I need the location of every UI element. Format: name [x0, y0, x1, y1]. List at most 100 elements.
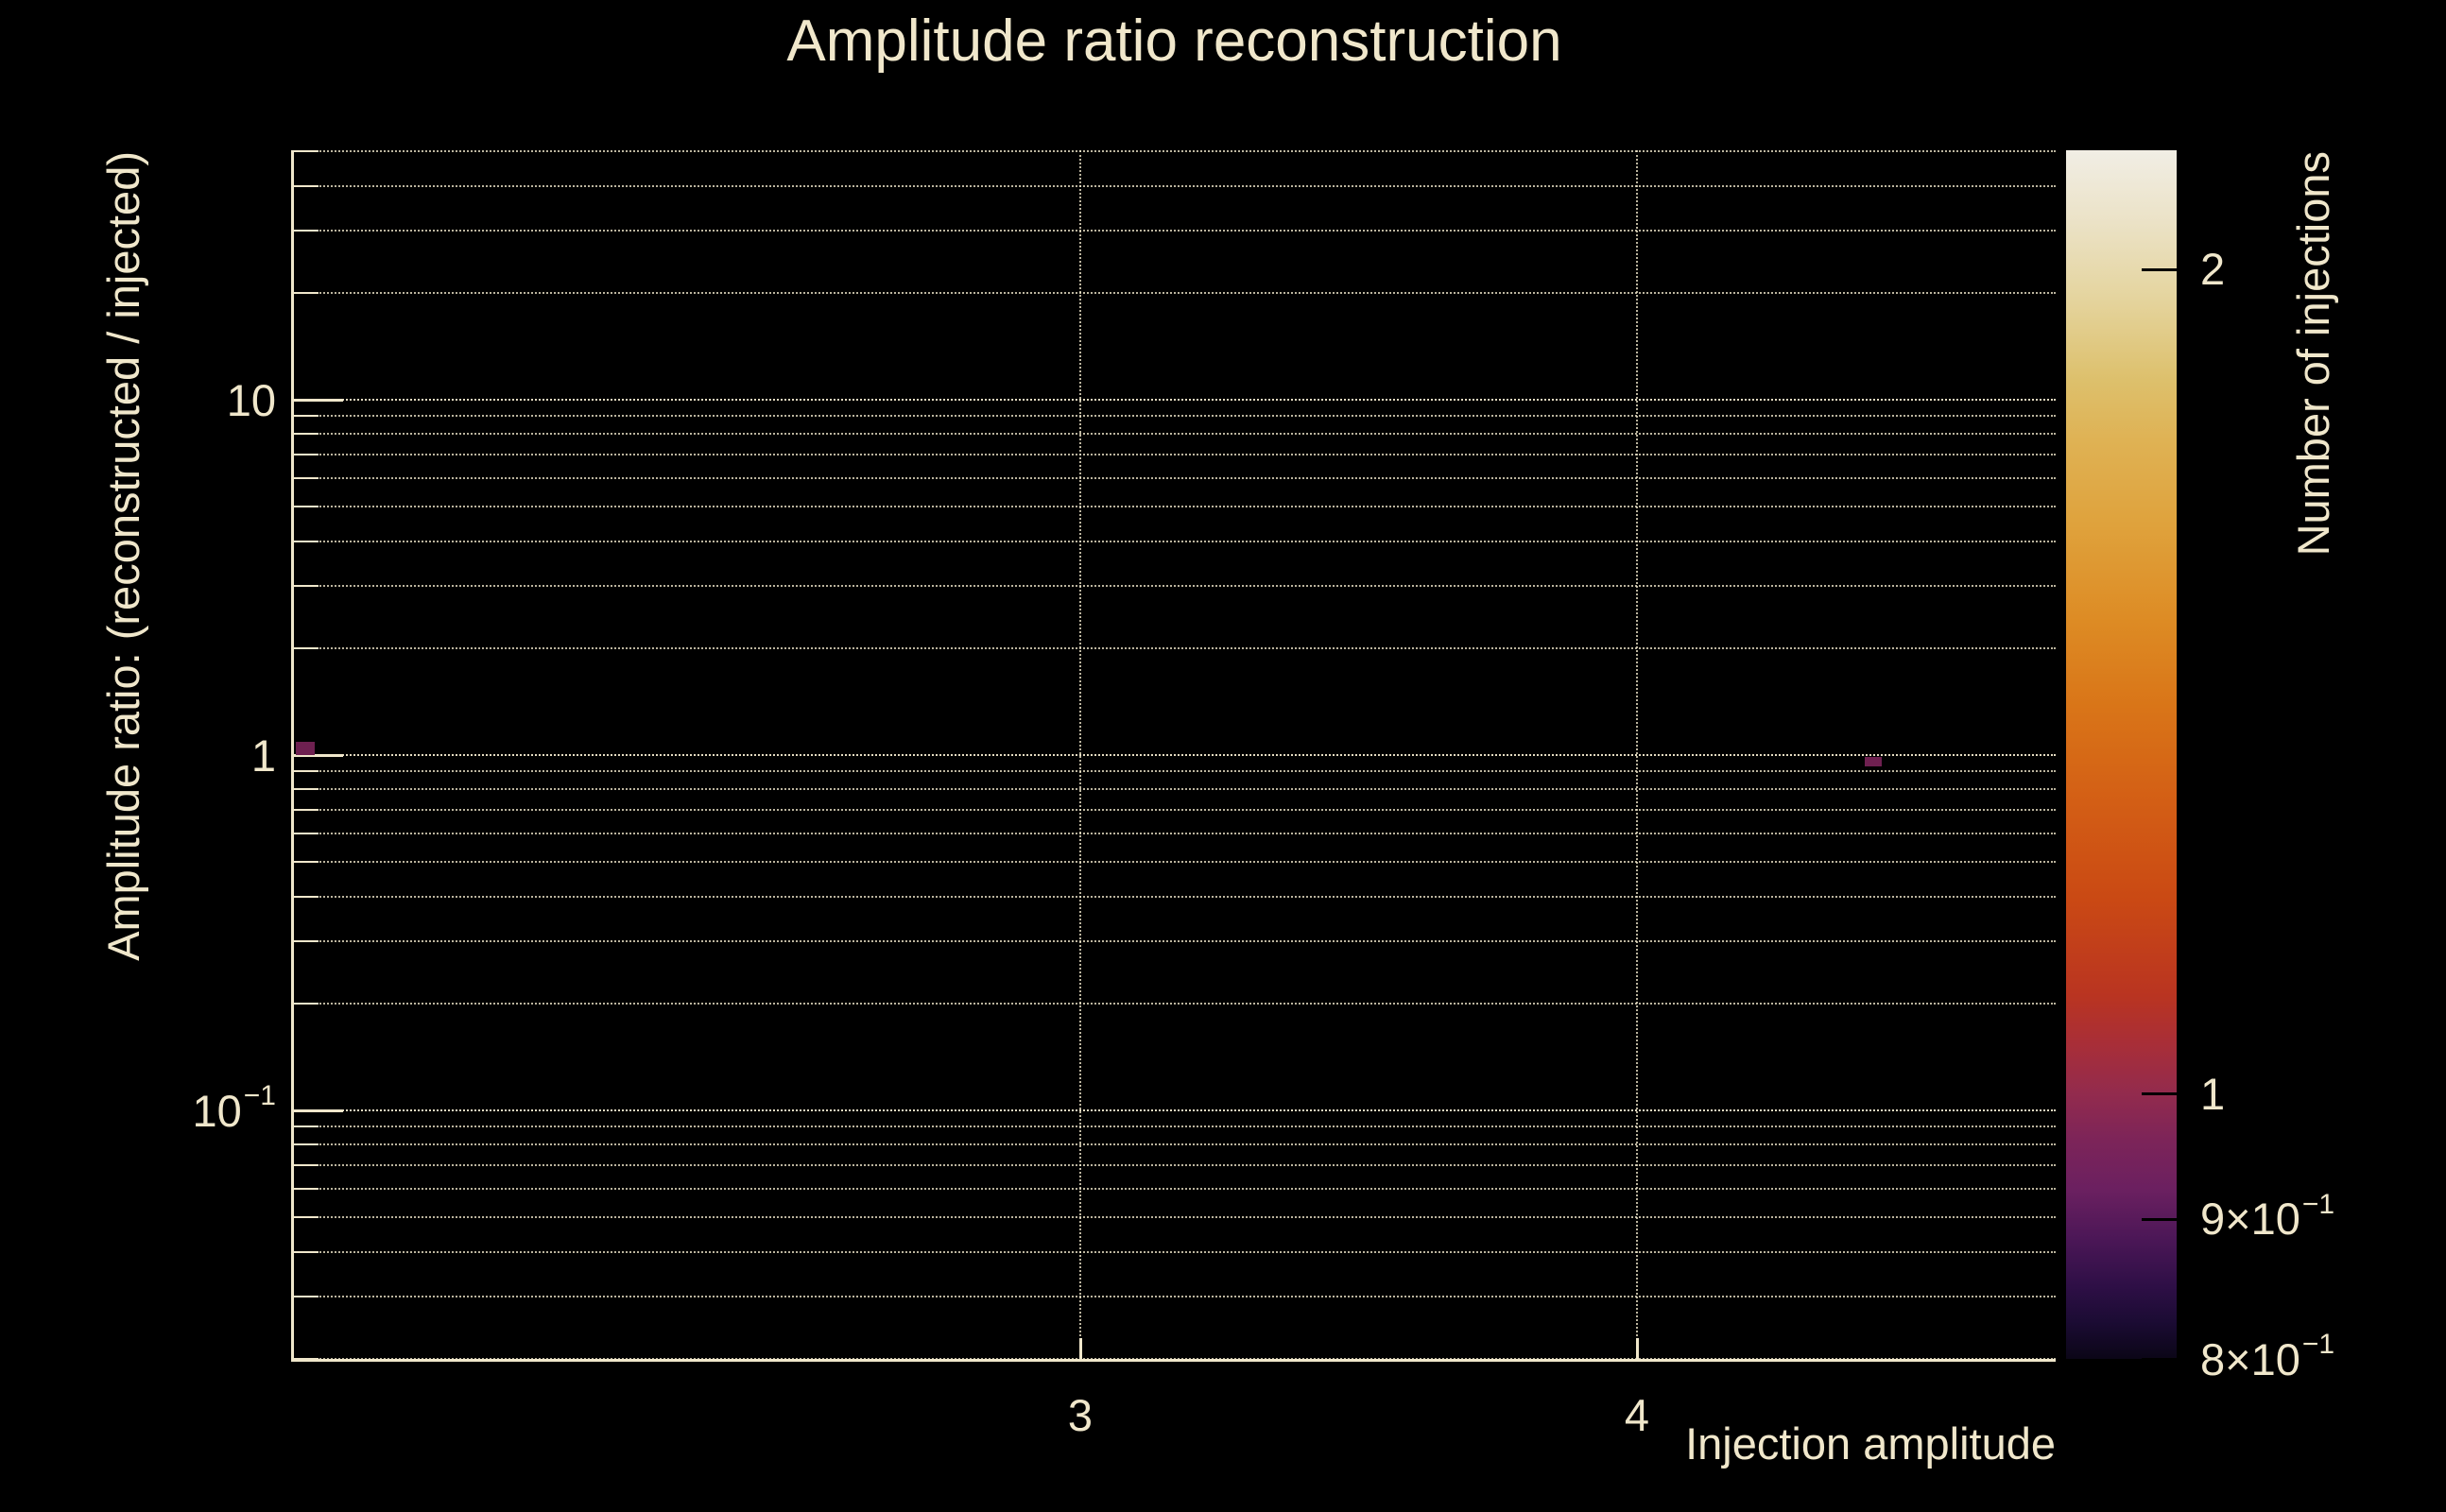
gridline-y — [294, 1143, 2056, 1146]
gridline-y — [294, 861, 2056, 864]
y-minor-tick — [294, 1143, 319, 1146]
gridline-y — [294, 754, 2056, 756]
colorbar-tick — [2142, 1358, 2181, 1361]
y-tick-label-base: 10 — [226, 374, 276, 425]
y-minor-tick — [294, 433, 319, 436]
y-minor-tick — [294, 477, 319, 480]
y-minor-tick — [294, 1357, 319, 1360]
colorbar-label: Number of injections — [2288, 151, 2338, 557]
y-minor-tick — [294, 454, 319, 456]
x-tick-text: 3 — [1067, 1389, 1094, 1440]
colorbar-tick — [2142, 1092, 2181, 1096]
gridline-y — [294, 1188, 2056, 1191]
y-minor-tick — [294, 770, 319, 773]
colorbar-tick-label-base: 9×10 — [2200, 1194, 2300, 1245]
colorbar-tick-label-exponent: −1 — [2301, 1188, 2335, 1220]
gridline-y — [294, 939, 2056, 942]
y-tick-label-exponent: −1 — [243, 1080, 276, 1111]
y-tick-label: 10 −1 — [57, 1080, 277, 1140]
gridline-x — [1079, 150, 1081, 1359]
y-major-tick — [294, 399, 343, 402]
gridline-y — [294, 1295, 2056, 1297]
colorbar-tick-label-base: 2 — [2200, 244, 2226, 295]
gridline-y — [294, 415, 2056, 418]
y-minor-tick — [294, 861, 319, 864]
gridline-y — [294, 1216, 2056, 1219]
gridline-y — [294, 770, 2056, 773]
y-minor-tick — [294, 895, 319, 898]
x-major-tick — [1079, 1338, 1082, 1359]
y-minor-tick — [294, 833, 319, 835]
x-tick-label: 4 — [1580, 1385, 1694, 1444]
histogram-bin — [295, 741, 316, 755]
colorbar-tick-label: 1 — [2200, 1064, 2446, 1123]
gridline-y — [294, 291, 2056, 294]
gridline-y — [294, 788, 2056, 791]
x-axis-label: Injection amplitude — [1685, 1418, 2056, 1469]
colorbar-tick — [2142, 1217, 2181, 1221]
gridline-y — [294, 433, 2056, 436]
y-minor-tick — [294, 1188, 319, 1191]
gridline-x — [1635, 150, 1638, 1359]
plot-area — [291, 150, 2056, 1362]
chart-title: Amplitude ratio reconstruction — [786, 9, 1562, 74]
y-minor-tick — [294, 291, 319, 294]
colorbar-tick-label: 8×10 −1 — [2200, 1330, 2446, 1388]
gridline-y — [294, 540, 2056, 542]
gridline-y — [294, 895, 2056, 898]
gridline-y — [294, 1125, 2056, 1128]
y-minor-tick — [294, 584, 319, 587]
y-minor-tick — [294, 1295, 319, 1297]
y-minor-tick — [294, 1002, 319, 1005]
colorbar-tick-label-base: 8×10 — [2200, 1333, 2300, 1384]
y-major-tick — [294, 754, 343, 757]
gridline-y — [294, 399, 2056, 401]
y-tick-label-base: 10 — [192, 1085, 242, 1136]
gridline-y — [294, 229, 2056, 232]
y-minor-tick — [294, 415, 319, 418]
y-minor-tick — [294, 939, 319, 942]
colorbar-tick-label-exponent: −1 — [2301, 1329, 2335, 1360]
y-minor-tick — [294, 184, 319, 187]
y-minor-tick — [294, 1164, 319, 1167]
gridline-y — [294, 1357, 2056, 1360]
histogram-bin — [1865, 756, 1883, 766]
y-minor-tick — [294, 229, 319, 232]
gridline-y — [294, 1109, 2056, 1111]
y-minor-tick — [294, 506, 319, 508]
gridline-y — [294, 1002, 2056, 1005]
y-minor-tick — [294, 788, 319, 791]
y-minor-tick — [294, 150, 319, 153]
y-minor-tick — [294, 809, 319, 812]
y-tick-label: 1 — [57, 726, 276, 784]
gridline-y — [294, 506, 2056, 508]
y-tick-label-base: 1 — [250, 730, 276, 781]
y-tick-label: 10 — [57, 370, 276, 429]
gridline-y — [294, 1250, 2056, 1253]
colorbar-tick-label: 2 — [2200, 240, 2446, 299]
gridline-y — [294, 184, 2056, 187]
y-major-tick — [294, 1109, 343, 1112]
x-major-tick — [1635, 1338, 1639, 1359]
gridline-y — [294, 150, 2056, 153]
gridline-y — [294, 1164, 2056, 1167]
colorbar-tick — [2142, 267, 2181, 271]
x-tick-text: 4 — [1624, 1389, 1650, 1440]
gridline-y — [294, 477, 2056, 480]
gridline-y — [294, 646, 2056, 649]
gridline-y — [294, 584, 2056, 587]
gridline-y — [294, 833, 2056, 835]
gridline-y — [294, 454, 2056, 456]
y-minor-tick — [294, 1125, 319, 1128]
y-minor-tick — [294, 540, 319, 542]
y-minor-tick — [294, 1216, 319, 1219]
colorbar-tick-label-base: 1 — [2200, 1068, 2226, 1119]
y-minor-tick — [294, 1250, 319, 1253]
y-axis-label: Amplitude ratio: (reconstructed / inject… — [98, 151, 148, 961]
x-tick-label: 3 — [1024, 1385, 1137, 1444]
colorbar — [2066, 150, 2177, 1359]
y-minor-tick — [294, 646, 319, 649]
colorbar-tick-label: 9×10 −1 — [2200, 1190, 2446, 1248]
gridline-y — [294, 809, 2056, 812]
